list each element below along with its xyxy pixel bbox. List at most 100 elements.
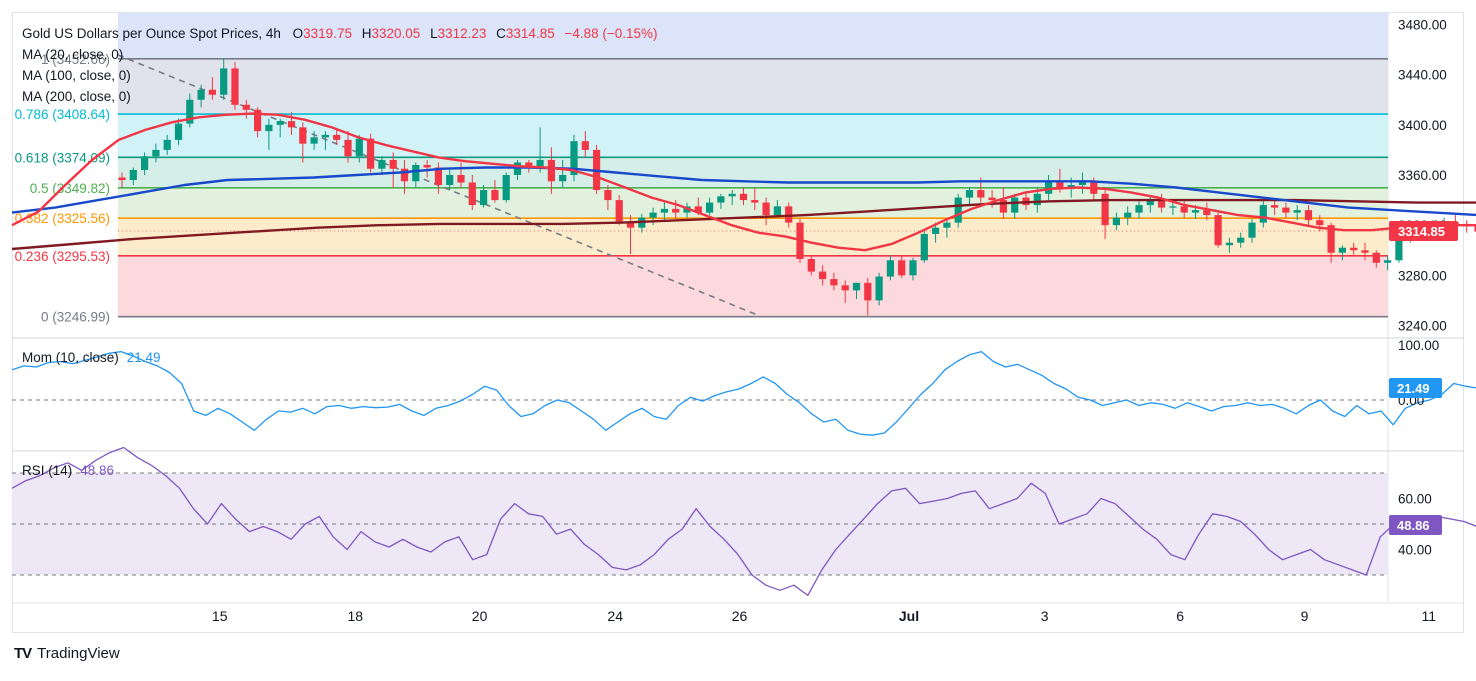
candle-body bbox=[932, 227, 940, 234]
candle-body bbox=[400, 168, 409, 182]
tradingview-wordmark: TradingView bbox=[37, 645, 120, 662]
candle-body bbox=[1135, 205, 1143, 213]
candle-body bbox=[491, 190, 499, 201]
candle-body bbox=[446, 175, 454, 186]
rsi-line bbox=[11, 446, 1476, 597]
open-label: O bbox=[293, 26, 304, 41]
candle-body bbox=[321, 134, 329, 138]
fib-label-0.236: 0.236 (3295.53) bbox=[15, 249, 110, 264]
fibonacci-labels: 1 (3452.66) 0.786 (3408.64) 0.618 (3374.09… bbox=[15, 52, 110, 325]
ma100-line bbox=[11, 166, 1476, 217]
candle-body bbox=[694, 206, 702, 213]
rsi-legend[interactable]: RSI (14) 48.86 bbox=[22, 463, 114, 478]
candle-body bbox=[1225, 242, 1233, 246]
candle-body bbox=[1045, 181, 1053, 194]
footer-brand[interactable]: TV TradingView bbox=[14, 645, 120, 662]
fibonacci-zones bbox=[118, 13, 1388, 317]
ma20-legend[interactable]: MA (20, close, 0) bbox=[22, 47, 123, 62]
candle-body bbox=[1011, 197, 1019, 213]
symbol-title: Gold US Dollars per Ounce Spot Prices, 4… bbox=[22, 26, 281, 41]
candle-body bbox=[830, 279, 838, 286]
candle-body bbox=[1338, 247, 1346, 253]
candle-body bbox=[1078, 181, 1087, 186]
candle-body bbox=[1101, 193, 1109, 226]
candle-body bbox=[886, 260, 894, 277]
candle-body bbox=[1158, 200, 1166, 208]
ma100-legend[interactable]: MA (100, close, 0) bbox=[22, 68, 131, 83]
price-tick-label: 3440.00 bbox=[1398, 68, 1447, 83]
candle-body bbox=[1067, 185, 1075, 188]
time-tick-label: 26 bbox=[732, 608, 748, 624]
time-tick-label: 18 bbox=[348, 608, 364, 624]
candle-body bbox=[1474, 225, 1476, 232]
candle-body bbox=[954, 197, 962, 223]
candle-body bbox=[1350, 247, 1358, 251]
candle-body bbox=[536, 159, 544, 167]
candle-body bbox=[254, 109, 262, 132]
candle-body bbox=[1327, 225, 1335, 253]
price-tick-label: 3480.00 bbox=[1398, 18, 1447, 33]
candle-body bbox=[1214, 215, 1222, 246]
candle-body bbox=[898, 260, 906, 276]
candle-body bbox=[355, 138, 363, 157]
candle-body bbox=[626, 221, 635, 228]
rsi-label: RSI (14) bbox=[22, 463, 72, 478]
candle-body bbox=[344, 139, 352, 157]
candle-body bbox=[875, 276, 883, 301]
candle-body bbox=[1203, 210, 1211, 216]
candle-body bbox=[807, 259, 815, 272]
candle-body bbox=[163, 139, 171, 150]
close-value: 3314.85 bbox=[506, 26, 555, 41]
momentum-pane: 100.000.00 bbox=[11, 338, 1476, 436]
candle-body bbox=[220, 68, 228, 95]
price-badge-text: 3314.85 bbox=[1398, 224, 1445, 239]
candle-body bbox=[751, 200, 759, 203]
close-label: C bbox=[496, 26, 506, 41]
candle-body bbox=[1259, 205, 1267, 223]
trend-line[interactable] bbox=[117, 54, 761, 317]
candle-body bbox=[1191, 210, 1200, 213]
candle-body bbox=[1271, 205, 1279, 208]
momentum-line bbox=[11, 350, 1476, 436]
mom-tick-label: 100.00 bbox=[1398, 338, 1439, 353]
candle-body bbox=[739, 193, 748, 201]
low-label: L bbox=[430, 26, 438, 41]
fib-zone-0.618 bbox=[118, 157, 1388, 188]
mom-badge bbox=[1389, 378, 1442, 398]
candle-body bbox=[1293, 210, 1301, 213]
mom-legend[interactable]: Mom (10, close) 21.49 bbox=[22, 350, 161, 365]
rsi-badge bbox=[1389, 515, 1442, 535]
candle-body bbox=[1395, 232, 1403, 261]
time-axis[interactable]: 15 18 20 24 26 Jul 3 6 9 11 bbox=[212, 608, 1436, 624]
ma200-line bbox=[11, 198, 1476, 251]
fib-zone-above bbox=[118, 13, 1388, 59]
candle-body bbox=[299, 127, 307, 144]
candle-body bbox=[1056, 181, 1064, 188]
candle-body bbox=[1304, 210, 1313, 221]
candle-body bbox=[1237, 237, 1245, 243]
candle-body bbox=[525, 162, 533, 167]
candle-body bbox=[672, 208, 680, 213]
rsi-tick-label: 40.00 bbox=[1398, 543, 1432, 558]
candle-body bbox=[649, 212, 657, 218]
price-tick-label: 3360.00 bbox=[1398, 168, 1447, 183]
fib-label-0.786: 0.786 (3408.64) bbox=[15, 107, 110, 122]
chart-frame bbox=[12, 12, 1464, 633]
candle-body bbox=[1248, 222, 1256, 238]
high-label: H bbox=[362, 26, 372, 41]
candle-body bbox=[129, 169, 137, 181]
candle-body bbox=[581, 141, 589, 150]
candle-body bbox=[1124, 212, 1132, 218]
candle-body bbox=[242, 104, 250, 110]
candle-body bbox=[480, 190, 488, 206]
rsi-legend-value: 48.86 bbox=[80, 463, 114, 478]
ma200-legend[interactable]: MA (200, close, 0) bbox=[22, 89, 131, 104]
candle-body bbox=[1146, 200, 1154, 206]
rsi-badge-text: 48.86 bbox=[1397, 518, 1430, 533]
change-value: −4.88 (−0.15%) bbox=[564, 26, 657, 41]
fib-label-0.382: 0.382 (3325.56) bbox=[15, 211, 110, 226]
candle-body bbox=[965, 190, 974, 198]
price-axis[interactable]: 3480.003440.003400.003360.003320.003280.… bbox=[1398, 18, 1447, 334]
candle-body bbox=[762, 202, 770, 216]
